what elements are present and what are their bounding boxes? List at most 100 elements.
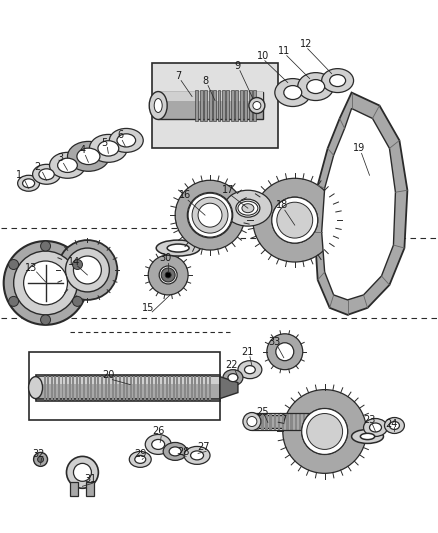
Text: 27: 27 [197, 442, 209, 453]
Circle shape [73, 260, 82, 270]
Circle shape [311, 415, 325, 429]
Circle shape [198, 203, 222, 227]
Circle shape [34, 453, 48, 466]
Bar [119, 375, 121, 401]
Text: 12: 12 [300, 39, 312, 49]
Ellipse shape [148, 255, 188, 295]
Bar [108, 375, 110, 401]
Circle shape [188, 193, 232, 237]
Bar [282, 413, 285, 431]
Text: 29: 29 [134, 449, 146, 459]
Circle shape [9, 260, 18, 270]
Ellipse shape [302, 408, 348, 455]
Text: 26: 26 [152, 426, 164, 437]
Text: 14: 14 [68, 257, 81, 267]
Ellipse shape [244, 366, 255, 374]
Text: 32: 32 [32, 449, 45, 459]
Bar [58, 375, 60, 401]
Bar [286, 413, 289, 431]
Ellipse shape [135, 455, 146, 463]
Text: 22: 22 [226, 360, 238, 370]
Circle shape [272, 197, 318, 243]
Bar [200, 90, 202, 122]
Bar [195, 90, 198, 122]
Bar [205, 375, 207, 401]
Ellipse shape [389, 422, 399, 430]
Bar [204, 90, 207, 122]
Bar [71, 482, 78, 496]
Bar [97, 375, 99, 401]
Ellipse shape [98, 141, 119, 156]
Circle shape [57, 240, 117, 300]
Ellipse shape [67, 141, 110, 171]
Text: 13: 13 [25, 263, 37, 273]
Ellipse shape [330, 75, 346, 86]
Ellipse shape [32, 164, 60, 184]
Circle shape [302, 409, 348, 455]
Bar [105, 375, 106, 401]
Bar [295, 413, 297, 431]
Bar [269, 413, 272, 431]
Bar [208, 90, 212, 122]
Bar [226, 90, 230, 122]
Bar [158, 92, 263, 101]
Ellipse shape [224, 190, 272, 226]
Ellipse shape [360, 433, 374, 440]
Text: 15: 15 [142, 303, 155, 313]
Bar [137, 375, 139, 401]
Ellipse shape [191, 451, 204, 460]
Bar [158, 92, 263, 119]
Text: 21: 21 [242, 347, 254, 357]
Ellipse shape [284, 86, 302, 100]
Bar [252, 415, 317, 429]
Text: 30: 30 [159, 253, 171, 263]
Bar [169, 375, 171, 401]
Bar [130, 375, 132, 401]
Bar [123, 375, 124, 401]
Bar [133, 375, 135, 401]
Bar [173, 375, 175, 401]
Ellipse shape [223, 370, 243, 385]
Bar [72, 375, 74, 401]
Circle shape [161, 268, 175, 282]
Ellipse shape [236, 199, 260, 217]
Bar [51, 375, 53, 401]
Text: 23: 23 [364, 415, 376, 424]
Ellipse shape [187, 192, 233, 238]
Bar [162, 375, 164, 401]
Circle shape [243, 413, 261, 431]
Bar [61, 375, 64, 401]
Bar [148, 375, 150, 401]
Text: 28: 28 [177, 447, 189, 457]
Ellipse shape [272, 197, 318, 243]
Bar [90, 375, 92, 401]
Bar [307, 413, 310, 431]
Bar [261, 413, 264, 431]
Ellipse shape [321, 69, 353, 93]
Bar [101, 375, 103, 401]
Circle shape [73, 296, 82, 306]
Bar [112, 375, 114, 401]
Circle shape [9, 296, 18, 306]
Ellipse shape [159, 266, 177, 284]
Bar [218, 90, 220, 122]
Circle shape [74, 256, 101, 284]
Text: 11: 11 [278, 46, 290, 55]
Bar [35, 375, 220, 401]
Ellipse shape [89, 134, 127, 163]
Bar [208, 375, 211, 401]
Ellipse shape [129, 451, 151, 467]
Ellipse shape [169, 447, 181, 456]
Bar [299, 413, 301, 431]
Bar [201, 375, 203, 401]
Text: 19: 19 [353, 143, 366, 154]
Bar [166, 375, 168, 401]
Bar [43, 375, 46, 401]
Text: 24: 24 [385, 419, 398, 430]
Text: 9: 9 [234, 61, 240, 71]
Bar [87, 375, 88, 401]
Text: 31: 31 [84, 474, 96, 484]
Circle shape [41, 241, 50, 251]
Circle shape [67, 456, 99, 488]
Ellipse shape [283, 390, 367, 473]
